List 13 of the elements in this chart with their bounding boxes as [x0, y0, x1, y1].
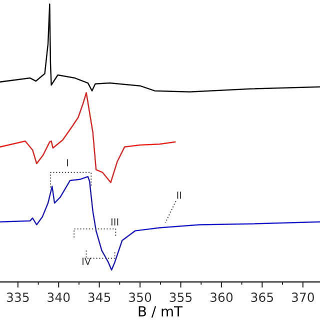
x-tick-label: 370	[292, 292, 314, 302]
x-tick-label: 350	[129, 292, 152, 302]
x-tick-label: 355	[170, 292, 192, 302]
x-axis-title: B / mT	[138, 306, 183, 318]
x-tick-label: 360	[210, 292, 233, 302]
x-tick-label: 365	[251, 292, 274, 302]
x-tick-label: 345	[88, 292, 110, 302]
annotation: I	[67, 159, 68, 166]
annotation: III	[111, 218, 118, 226]
annotation: II	[177, 192, 182, 199]
x-tick-label: 340	[48, 292, 70, 302]
x-tick-label: 335	[6, 292, 29, 302]
annotation: IV	[82, 258, 91, 265]
